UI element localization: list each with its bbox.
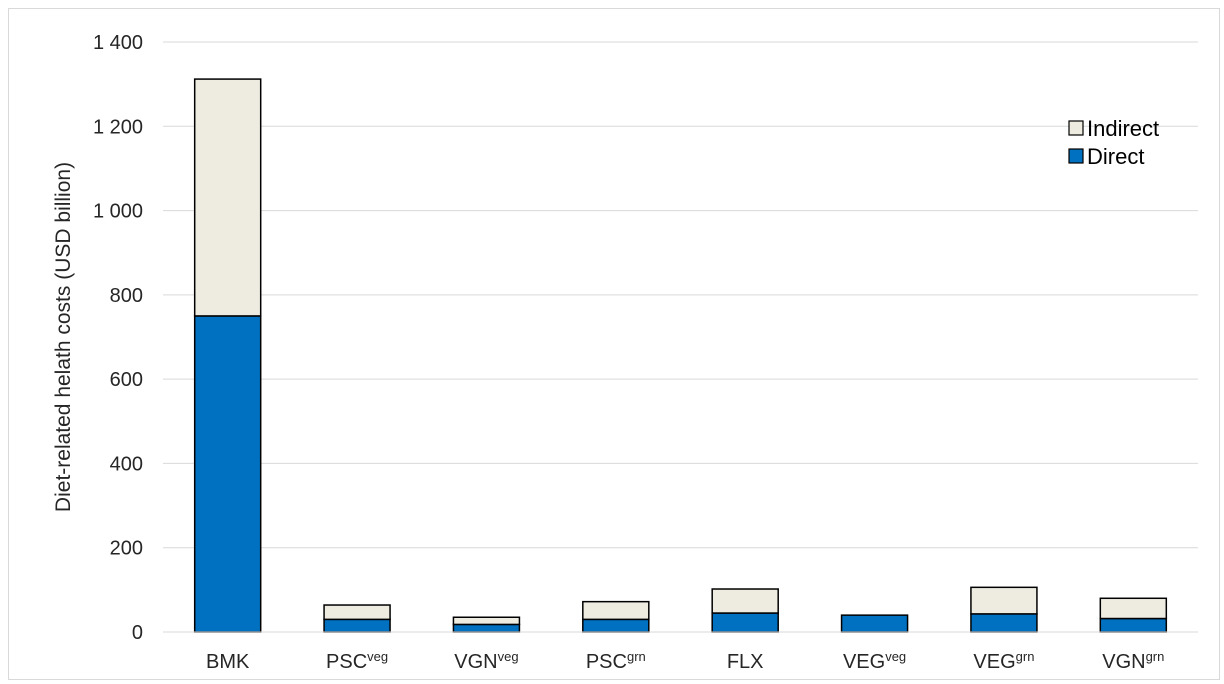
x-tick-label: BMK <box>206 651 250 673</box>
bar-direct-psc-grn <box>582 618 650 633</box>
gridlines <box>163 41 1198 549</box>
bar-indirect-psc-grn <box>582 600 650 621</box>
bar-direct-psc-veg <box>323 618 391 633</box>
bar-direct-vgn-grn <box>1099 617 1168 633</box>
x-axis-ticks: BMK PSCveg VGNveg PSCgrn FLX VEGveg VEGgrn VGNg… <box>206 649 1164 673</box>
legend-swatch-direct <box>1068 148 1084 164</box>
x-tick-label: VGNgrn <box>1102 649 1164 673</box>
x-tick-label: PSCveg <box>326 649 388 673</box>
y-tick-label: 1 000 <box>93 201 143 223</box>
x-tick-label: FLX <box>727 651 764 673</box>
y-tick-label: 1 200 <box>93 116 143 138</box>
y-tick-label: 1 400 <box>93 32 143 54</box>
y-tick-label: 400 <box>110 453 143 475</box>
legend-label-indirect: Indirect <box>1087 116 1159 141</box>
x-tick-label: VGNveg <box>454 649 518 673</box>
bar-direct-veg-grn <box>970 613 1038 633</box>
legend-swatch-indirect <box>1068 120 1084 136</box>
bar-indirect-flx <box>711 588 779 614</box>
y-tick-label: 800 <box>110 285 143 307</box>
bar-indirect-veg-grn <box>970 586 1038 615</box>
bar-direct-veg-veg <box>840 614 909 633</box>
bar-indirect-vgn-veg <box>452 616 521 626</box>
y-axis-label: Diet-related helath costs (USD billion) <box>52 162 75 512</box>
x-tick-label: PSCgrn <box>586 649 646 673</box>
x-tick-label: VEGgrn <box>973 649 1034 673</box>
y-axis-ticks: 0 200 400 600 800 1 000 1 200 1 400 <box>93 32 143 644</box>
y-tick-label: 600 <box>110 369 143 391</box>
x-tick-label: VEGveg <box>843 649 906 673</box>
bar-indirect-bmk <box>193 78 262 317</box>
bar-direct-bmk <box>193 315 262 633</box>
bar-direct-flx <box>711 612 779 633</box>
bars <box>193 78 1168 633</box>
y-tick-label: 200 <box>110 538 143 560</box>
bar-direct-vgn-veg <box>452 623 521 633</box>
bar-indirect-psc-veg <box>323 604 391 621</box>
chart-frame <box>8 8 1220 680</box>
legend-label-direct: Direct <box>1087 144 1144 169</box>
y-tick-label: 0 <box>132 622 143 644</box>
bar-indirect-vgn-grn <box>1099 597 1168 620</box>
legend: Indirect Direct <box>1068 116 1159 169</box>
